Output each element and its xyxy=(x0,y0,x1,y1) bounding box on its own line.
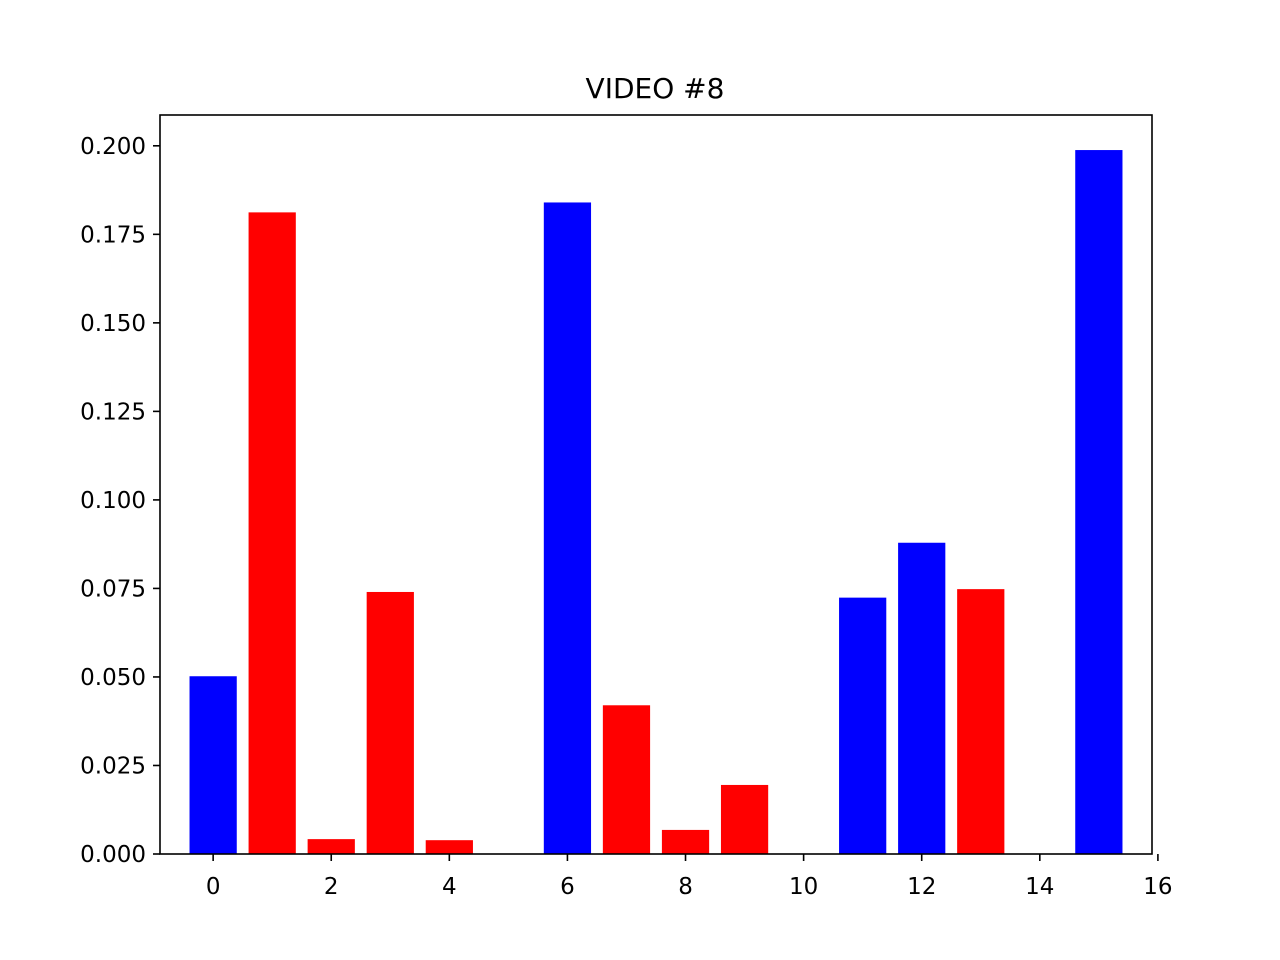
y-tick-label: 0.075 xyxy=(80,576,146,602)
y-tick-label: 0.125 xyxy=(80,399,146,425)
x-tick-label: 6 xyxy=(560,874,575,900)
bar-x12 xyxy=(898,542,946,854)
bar-x4 xyxy=(425,840,473,854)
y-tick-label: 0.175 xyxy=(80,222,146,248)
y-tick-label: 0.025 xyxy=(80,753,146,779)
plot-frame xyxy=(159,114,1153,855)
chart-title: VIDEO #8 xyxy=(586,72,725,105)
bar-x13 xyxy=(957,589,1005,854)
bar-x8 xyxy=(661,829,710,854)
y-tick-label: 0.200 xyxy=(80,134,146,160)
bars-layer xyxy=(189,150,1123,855)
y-tick-label: 0.150 xyxy=(80,311,146,337)
x-tick-label: 8 xyxy=(678,874,693,900)
x-tick-label: 12 xyxy=(907,874,936,900)
x-tick-label: 16 xyxy=(1143,874,1172,900)
x-tick-label: 10 xyxy=(789,874,818,900)
axes-layer: 0 2 4 6 8 10 12 14 16 0.000 0.025 0.050 0.075 0.100 0.… xyxy=(80,134,1172,900)
bar-x9 xyxy=(720,784,769,854)
y-tick-label: 0.050 xyxy=(80,665,146,691)
bar-x3 xyxy=(366,591,414,854)
x-tick-label: 0 xyxy=(206,874,221,900)
bar-x7 xyxy=(602,705,651,854)
bar-x15 xyxy=(1075,150,1123,854)
x-tick-label: 4 xyxy=(442,874,457,900)
y-tick-label: 0.000 xyxy=(80,842,146,868)
x-tick-label: 2 xyxy=(324,874,339,900)
x-tick-label: 14 xyxy=(1025,874,1054,900)
bar-x11 xyxy=(839,597,887,854)
y-tick-label: 0.100 xyxy=(80,488,146,514)
bar-x0 xyxy=(189,676,237,854)
bar-x2 xyxy=(307,839,355,854)
bar-x1 xyxy=(248,212,296,855)
bar-x6 xyxy=(543,202,592,854)
